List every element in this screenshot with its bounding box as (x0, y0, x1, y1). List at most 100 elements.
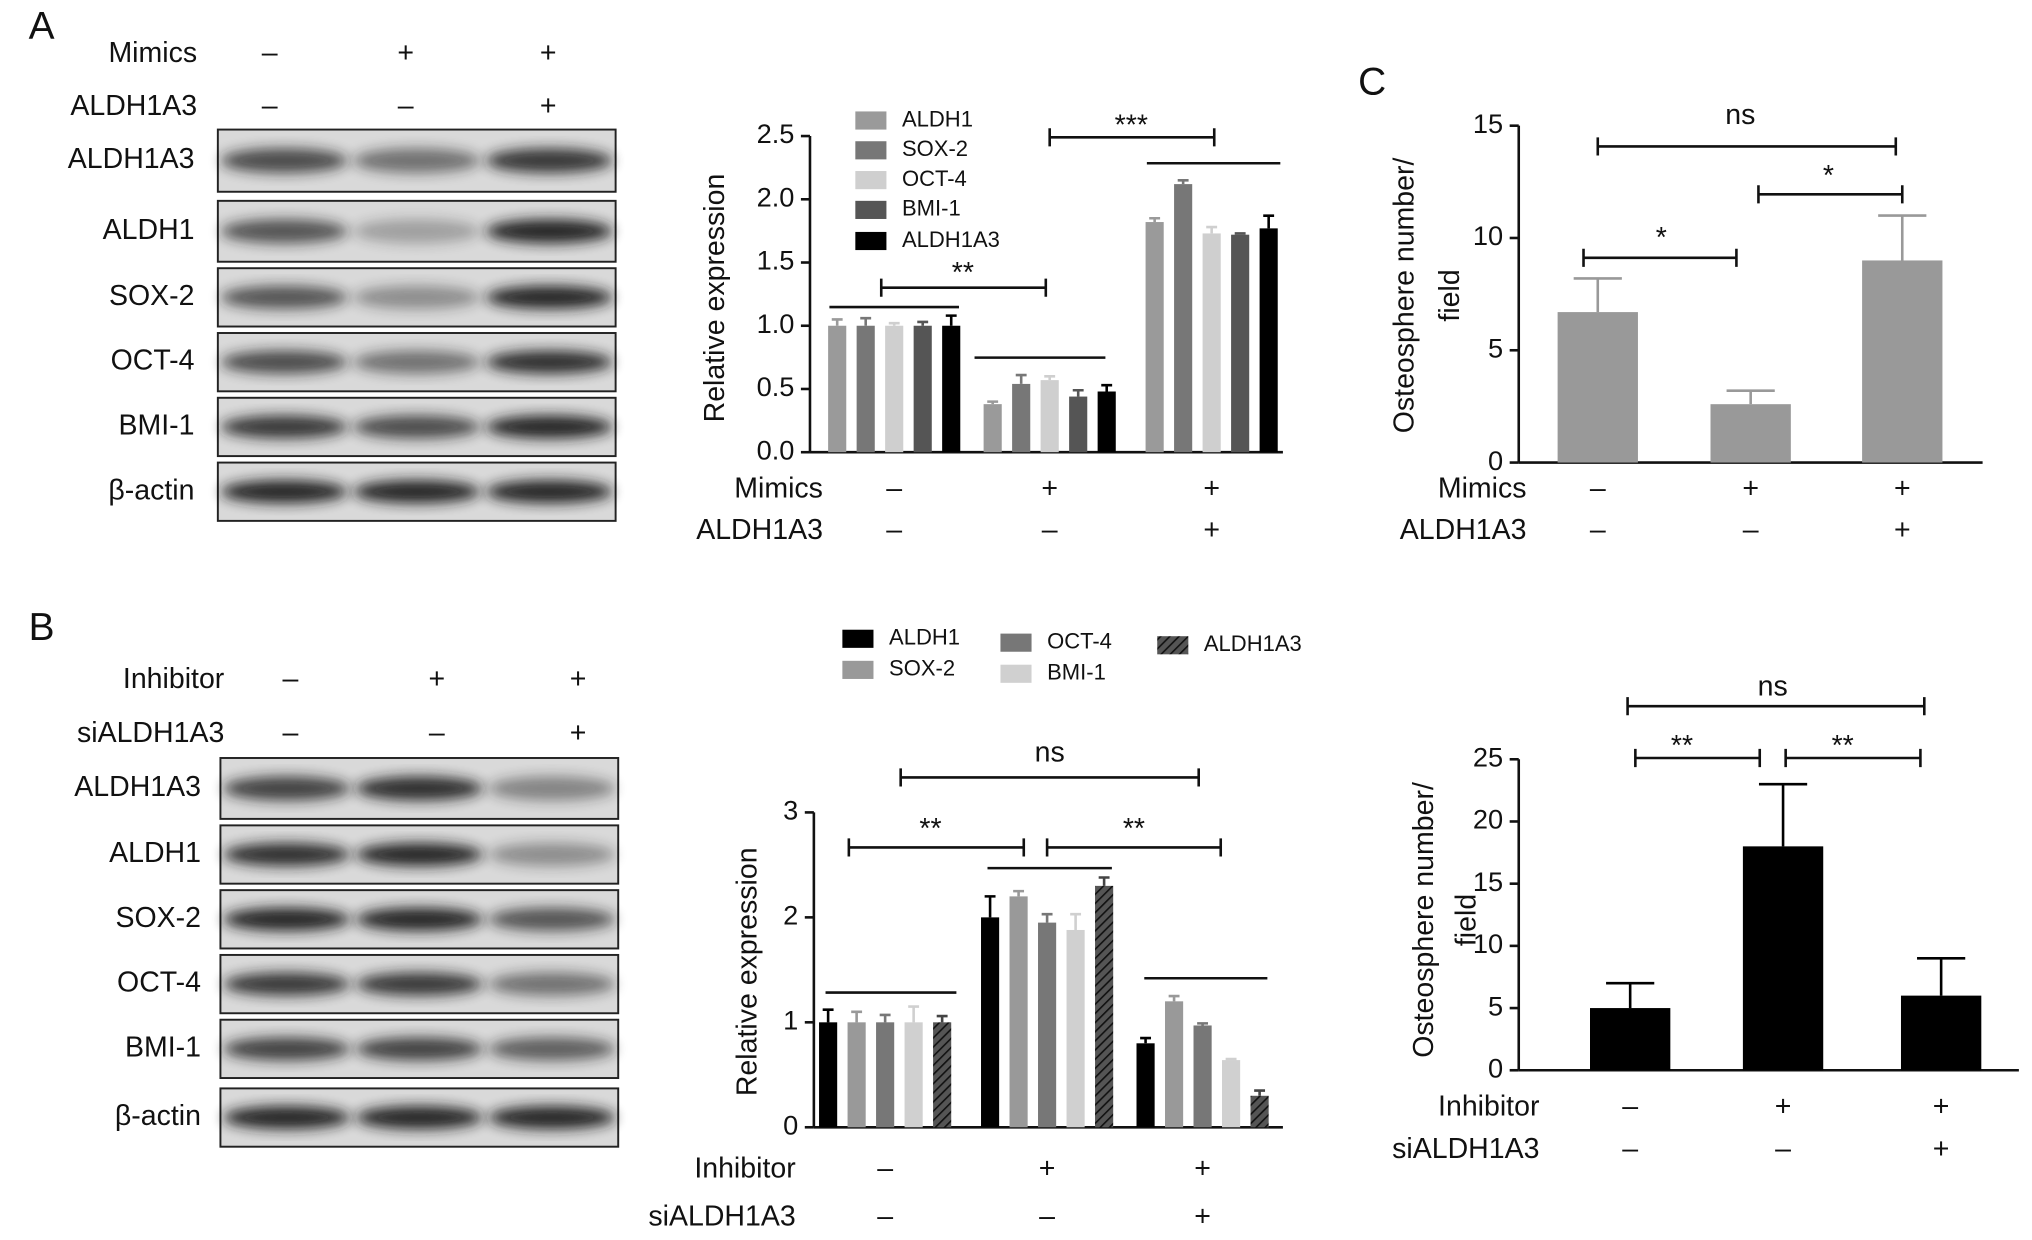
legend-swatch (855, 111, 887, 130)
legend-label: OCT-4 (1047, 628, 1112, 653)
condition-sign: – (1590, 514, 1606, 546)
blot-band (223, 776, 351, 801)
error-bar (1070, 912, 1082, 930)
significance-label: * (1656, 222, 1667, 254)
condition-sign: – (877, 1153, 893, 1185)
y-axis-label: field (1451, 894, 1483, 946)
error-bar (851, 1010, 863, 1023)
y-axis-label: Relative expression (699, 174, 731, 423)
blot-band (355, 842, 483, 867)
bar (1145, 222, 1164, 453)
error-bar (831, 318, 843, 326)
blot-band (485, 480, 613, 504)
bar (1038, 922, 1057, 1128)
blot-band (220, 285, 348, 310)
bar (1174, 184, 1193, 453)
bar (1009, 896, 1028, 1128)
condition-label: Inhibitor (123, 663, 225, 695)
significance-label: ** (1123, 813, 1145, 845)
bar (1040, 380, 1059, 453)
error-bar (860, 316, 872, 326)
condition-sign: – (1743, 514, 1759, 546)
condition-sign: + (1194, 1201, 1211, 1233)
blot-band (220, 480, 348, 504)
error-bar (879, 1013, 891, 1023)
legend-label: OCT-4 (902, 166, 967, 191)
legend-label: BMI-1 (1047, 660, 1106, 685)
blot-band (353, 350, 481, 374)
bar (828, 325, 847, 453)
bar (1193, 1025, 1212, 1128)
bar (876, 1022, 895, 1128)
condition-sign: + (1894, 514, 1911, 546)
significance-bracket (1048, 128, 1216, 147)
blot-band (488, 1105, 616, 1130)
legend-swatch (842, 660, 874, 679)
condition-sign: – (886, 514, 902, 546)
bar (942, 325, 961, 453)
legend-swatch (855, 200, 887, 219)
significance-bracket (899, 768, 1200, 787)
condition-sign: – (1042, 514, 1058, 546)
blot-band (485, 219, 613, 244)
blot-band (353, 480, 481, 504)
blot-band (223, 972, 351, 996)
blot-band (355, 907, 483, 931)
band-label: OCT-4 (111, 345, 195, 377)
band-label: SOX-2 (115, 902, 201, 934)
condition-label: ALDH1A3 (696, 514, 823, 546)
y-tick-label: 2.5 (757, 118, 795, 149)
error-bar (1101, 383, 1113, 392)
y-axis-label: Osteosphere number/ (1389, 158, 1421, 434)
condition-sign: + (540, 90, 557, 122)
error-bar (1041, 912, 1053, 923)
significance-bracket (1596, 137, 1898, 156)
condition-label: Mimics (734, 472, 823, 504)
bar (1136, 1043, 1155, 1128)
bar (981, 917, 1000, 1128)
error-bar (917, 320, 929, 326)
y-tick-label: 0 (783, 1109, 798, 1140)
y-tick-label: 20 (1473, 804, 1503, 835)
panel-label: C (1358, 60, 1386, 103)
legend-swatch (855, 141, 887, 160)
blot-band (488, 907, 616, 931)
blot-band (488, 1037, 616, 1061)
panel-label: A (29, 5, 55, 48)
bar (1259, 228, 1278, 453)
blot-band (220, 350, 348, 374)
condition-sign: – (262, 90, 278, 122)
legend-swatch (1000, 633, 1032, 652)
legend-label: BMI-1 (902, 196, 961, 221)
blot-band (355, 776, 483, 801)
condition-sign: + (1894, 472, 1911, 504)
y-tick-label: 0.0 (757, 434, 795, 465)
condition-label: siALDH1A3 (77, 717, 224, 749)
blot-band (353, 219, 481, 244)
y-tick-label: 1 (783, 1005, 798, 1036)
bar (913, 325, 932, 453)
legend-label: ALDH1 (902, 106, 973, 131)
band-label: ALDH1 (109, 837, 201, 869)
condition-sign: – (886, 472, 902, 504)
y-tick-label: 25 (1473, 741, 1503, 772)
legend-swatch (855, 231, 887, 251)
y-tick-label: 10 (1473, 928, 1503, 959)
error-bar (945, 314, 957, 326)
condition-sign: + (570, 717, 587, 749)
bar (1097, 391, 1116, 453)
condition-sign: + (1742, 472, 1759, 504)
y-tick-label: 5 (1488, 990, 1503, 1021)
condition-sign: – (1775, 1133, 1791, 1165)
condition-sign: + (1203, 514, 1220, 546)
error-bar (1254, 1089, 1266, 1096)
blot-band (488, 972, 616, 996)
significance-bracket (1626, 697, 1926, 716)
band-label: BMI-1 (119, 409, 195, 441)
bar (856, 325, 875, 453)
error-bar (1177, 179, 1189, 185)
bar (983, 404, 1002, 453)
significance-label: * (1823, 160, 1834, 192)
legend-swatch (842, 629, 874, 648)
error-bar (1573, 277, 1622, 313)
